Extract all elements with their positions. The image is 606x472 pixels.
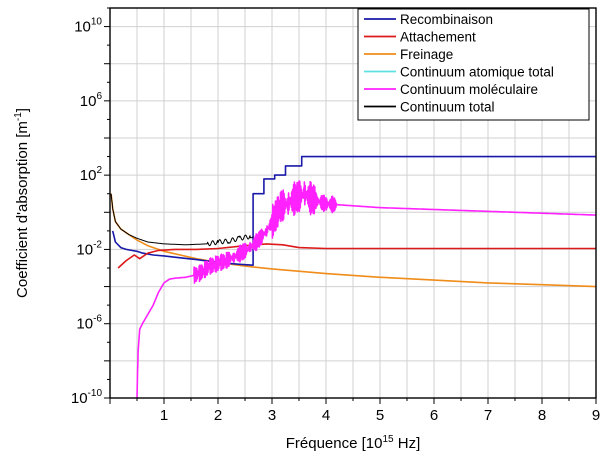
- series-line-5: [110, 193, 254, 247]
- x-tick-label: 5: [376, 407, 384, 424]
- x-tick-label: 7: [484, 407, 492, 424]
- legend-label: Recombinaison: [400, 12, 493, 27]
- y-axis-title-text: Coefficient d'absorption [m: [14, 121, 31, 298]
- y-axis-title: Coefficient d'absorption [m-1]: [13, 108, 31, 298]
- legend-box: [357, 8, 590, 121]
- x-tick-label: 2: [214, 407, 222, 424]
- x-axis-title-exponent: 15: [382, 434, 394, 445]
- x-axis-title-unit: Hz]: [394, 435, 421, 452]
- x-axis: 1 2 3 4 5 6 7 8 9: [109, 398, 600, 424]
- y-tick-label: 1010: [74, 17, 102, 36]
- x-axis-title: Fréquence [1015 Hz]: [286, 434, 421, 452]
- y-tick-label: 10-10: [71, 388, 103, 407]
- x-axis-title-text: Fréquence [10: [286, 435, 383, 452]
- series-line-4: [136, 180, 596, 398]
- y-tick-label: 102: [80, 165, 103, 184]
- legend-label: Continuum moléculaire: [400, 82, 538, 97]
- legend-label: Freinage: [400, 47, 453, 62]
- y-axis-title-exponent: -1: [13, 112, 24, 121]
- x-tick-label: 6: [430, 407, 438, 424]
- legend-label: Continuum atomique total: [400, 65, 554, 80]
- x-tick-label: 8: [538, 407, 546, 424]
- legend-label: Attachement: [400, 30, 476, 45]
- y-axis-title-close: ]: [14, 108, 31, 112]
- series-layer: [110, 155, 596, 398]
- y-tick-label: 10-6: [76, 314, 102, 333]
- y-tick-label: 106: [80, 91, 103, 110]
- x-tick-label: 1: [160, 407, 168, 424]
- x-tick-label: 3: [268, 407, 276, 424]
- y-axis: 10-10 10-6 10-2 102 106 1010: [71, 7, 110, 407]
- x-tick-label: 4: [322, 407, 330, 424]
- legend: Recombinaison Attachement Freinage Continuu…: [357, 8, 590, 121]
- y-tick-label: 10-2: [76, 239, 102, 258]
- legend-label: Continuum total: [400, 100, 495, 115]
- x-tick-label: 9: [592, 407, 600, 424]
- series-line-1: [117, 243, 596, 269]
